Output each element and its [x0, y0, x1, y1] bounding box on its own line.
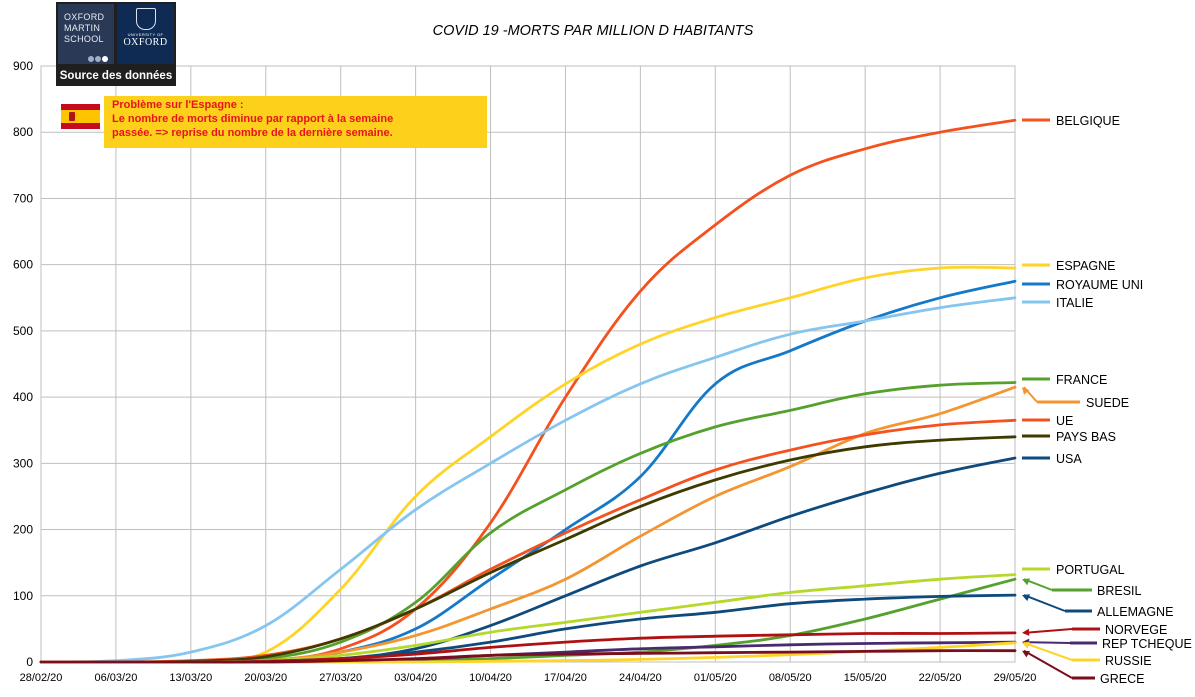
- logo-line: MARTIN: [64, 23, 101, 33]
- logo-university-label: UNIVERSITY OF: [127, 32, 164, 37]
- legend-label: SUEDE: [1086, 396, 1129, 410]
- y-tick-label: 700: [13, 191, 33, 205]
- spain-data-note: Problème sur l'Espagne : Le nombre de mo…: [104, 96, 487, 148]
- legend-arrowhead: [1022, 650, 1030, 658]
- axes: 0 100 200 300 400 500 600 700 800 900 28/02/20 06/0…: [13, 59, 1036, 684]
- x-tick-label: 03/04/20: [394, 672, 437, 684]
- series-line-belgique: [39, 118, 1017, 664]
- legend-label: NORVEGE: [1105, 623, 1167, 637]
- x-tick-label: 10/04/20: [469, 672, 512, 684]
- legend-connector: [1023, 641, 1071, 644]
- logo-oxford-label: OXFORD: [123, 37, 168, 48]
- series-line-royaume-uni: [39, 279, 1017, 664]
- oxford-martin-logo[interactable]: OXFORD MARTIN SCHOOL UNIVERSITY OF OXFOR…: [56, 2, 176, 86]
- series-line-bresil: [39, 577, 1017, 664]
- legend-label: ALLEMAGNE: [1097, 605, 1173, 619]
- chart-title: COVID 19 -MORTS PAR MILLION D HABITANTS: [433, 23, 754, 39]
- logo-line: OXFORD: [64, 12, 105, 22]
- legend: BELGIQUE ESPAGNE ROYAUME UNI ITALIE FRANCE SU…: [1022, 114, 1192, 686]
- legend-connector: [1023, 649, 1073, 679]
- legend-arrowhead: [1022, 641, 1030, 649]
- legend-label: USA: [1056, 452, 1082, 466]
- legend-label: REP TCHEQUE: [1102, 637, 1192, 651]
- y-tick-label: 600: [13, 258, 33, 272]
- oxford-martin-school-mark: OXFORD MARTIN SCHOOL: [58, 4, 114, 64]
- legend-label: GRECE: [1100, 672, 1144, 686]
- legend-connector: [1023, 628, 1073, 634]
- note-line: passée. => reprise du nombre de la derni…: [112, 127, 393, 139]
- legend-label: UE: [1056, 414, 1073, 428]
- legend-label: FRANCE: [1056, 373, 1107, 387]
- note-line: Problème sur l'Espagne :: [112, 99, 244, 111]
- legend-arrowhead: [1022, 628, 1030, 636]
- x-tick-label: 08/05/20: [769, 672, 812, 684]
- legend-arrowhead: [1022, 578, 1030, 586]
- legend-label: BRESIL: [1097, 584, 1142, 598]
- spain-flag-icon: [61, 104, 100, 129]
- y-tick-label: 400: [13, 390, 33, 404]
- plot-border: [40, 65, 1016, 663]
- series-line-grece: [39, 649, 1017, 664]
- x-tick-label: 06/03/20: [95, 672, 138, 684]
- x-tick-label: 13/03/20: [169, 672, 212, 684]
- legend-label: RUSSIE: [1105, 654, 1152, 668]
- y-tick-label: 100: [13, 589, 33, 603]
- legend-label: BELGIQUE: [1056, 114, 1120, 128]
- x-tick-label: 29/05/20: [994, 672, 1037, 684]
- series-line-italie: [39, 296, 1017, 664]
- note-line: Le nombre de morts diminue par rapport à…: [112, 113, 394, 125]
- series-line-france: [39, 381, 1017, 664]
- y-tick-label: 800: [13, 125, 33, 139]
- legend-connector: [1023, 594, 1066, 612]
- legend-connector: [1023, 641, 1073, 661]
- legend-arrowhead: [1022, 594, 1030, 602]
- y-tick-label: 500: [13, 324, 33, 338]
- logo-line: SCHOOL: [64, 34, 104, 44]
- legend-arrowhead: [1022, 387, 1030, 395]
- series-line-espagne: [39, 265, 1017, 664]
- y-tick-label: 200: [13, 523, 33, 537]
- legend-label: PORTUGAL: [1056, 563, 1125, 577]
- legend-label: ESPAGNE: [1056, 259, 1116, 273]
- series-lines: [39, 118, 1017, 664]
- series-line-suede: [39, 385, 1017, 664]
- university-of-oxford-mark: UNIVERSITY OF OXFORD: [117, 4, 174, 64]
- legend-label: ROYAUME UNI: [1056, 278, 1143, 292]
- legend-label: ITALIE: [1056, 296, 1093, 310]
- x-tick-label: 01/05/20: [694, 672, 737, 684]
- x-tick-label: 27/03/20: [319, 672, 362, 684]
- legend-label: PAYS BAS: [1056, 430, 1116, 444]
- x-tick-label: 17/04/20: [544, 672, 587, 684]
- gridlines: [40, 65, 1016, 663]
- data-source-label[interactable]: Source des données: [59, 70, 173, 82]
- series-line-usa: [39, 456, 1017, 664]
- x-tick-label: 24/04/20: [619, 672, 662, 684]
- y-tick-label: 0: [26, 655, 33, 669]
- x-tick-label: 28/02/20: [20, 672, 63, 684]
- logo-dots-icon: [88, 54, 112, 62]
- y-tick-label: 300: [13, 456, 33, 470]
- y-tick-label: 900: [13, 59, 33, 73]
- x-tick-label: 22/05/20: [919, 672, 962, 684]
- oxford-crest-icon: [135, 8, 156, 30]
- x-tick-label: 20/03/20: [244, 672, 287, 684]
- x-tick-label: 15/05/20: [844, 672, 887, 684]
